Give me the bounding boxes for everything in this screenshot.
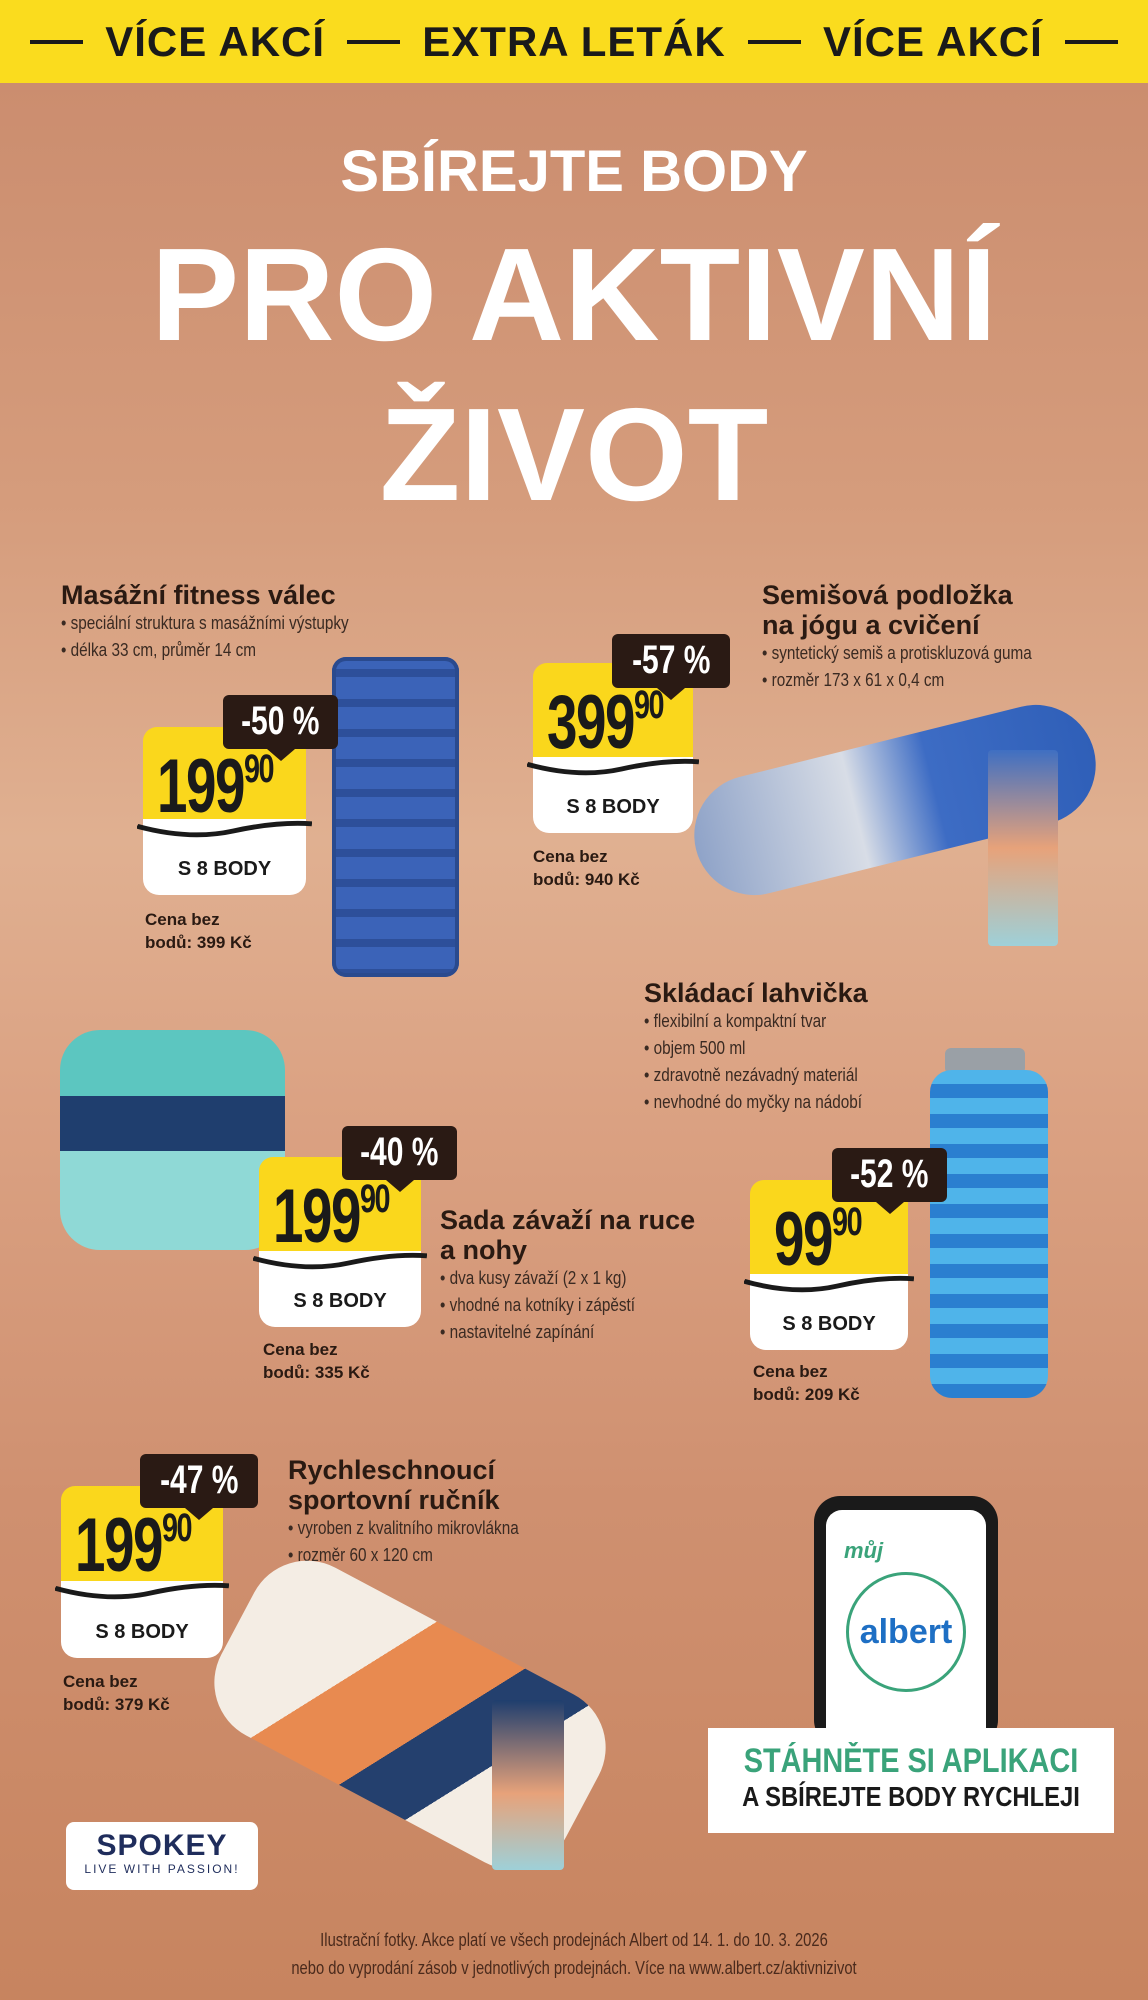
banner-right: VÍCE AKCÍ: [822, 17, 1043, 65]
bottle-cap-image: [945, 1048, 1025, 1074]
app-logo-small: můj: [844, 1538, 884, 1563]
divider: [1064, 39, 1119, 44]
bullet: • délka 33 cm, průměr 14 cm: [61, 640, 256, 660]
product-title: na jógu a cvičení: [762, 610, 980, 640]
price-without-points: Cena bez bodů: 379 Kč: [63, 1672, 170, 1714]
hero-title-1: PRO AKTIVNÍ: [151, 221, 997, 368]
divider: [30, 39, 84, 44]
bullet: • flexibilní a kompaktní tvar: [644, 1011, 827, 1031]
product-title: Sada závaží na ruce: [440, 1205, 696, 1235]
bullet: • vyroben z kvalitního mikrovlákna: [288, 1518, 519, 1538]
banner-left: VÍCE AKCÍ: [105, 17, 326, 65]
phone-image: můj albert: [814, 1496, 998, 1746]
price-without-points: Cena bez bodů: 940 Kč: [533, 847, 640, 889]
product-tag-image: [988, 750, 1058, 946]
product-title: sportovní ručník: [288, 1485, 500, 1515]
product-title: Rychleschnoucí: [288, 1455, 496, 1485]
foam-roller-image: [332, 657, 459, 977]
product-weights: Sada závaží na ruce a nohy • dva kusy zá…: [440, 1205, 695, 1346]
phone-screen: můj albert: [826, 1510, 986, 1746]
brand-logo-text: SPOKEY: [96, 1829, 228, 1862]
bullet: • dva kusy závaží (2 x 1 kg): [440, 1268, 627, 1288]
product-foam-roller: Masážní fitness válec • speciální strukt…: [61, 580, 399, 664]
product-title: Semišová podložka: [762, 580, 1013, 610]
hero-title-2: ŽIVOT: [379, 381, 769, 528]
weights-image: [60, 1030, 285, 1250]
bullet: • zdravotně nezávadný materiál: [644, 1065, 858, 1085]
bullet: • speciální struktura s masážními výstup…: [61, 613, 349, 633]
product-towel: Rychleschnoucí sportovní ručník • vyrobe…: [288, 1455, 559, 1569]
product-bottle: Skládací lahvička • flexibilní a kompakt…: [644, 978, 900, 1116]
banner-center: EXTRA LETÁK: [422, 17, 726, 65]
footer-disclaimer: Ilustrační fotky. Akce platí ve všech pr…: [0, 1926, 1148, 1982]
bullet: • syntetický semiš a protiskluzová guma: [762, 643, 1032, 663]
price-without-points: Cena bez bodů: 335 Kč: [263, 1340, 370, 1382]
bullet: • rozměr 60 x 120 cm: [288, 1545, 433, 1565]
cta-line-2: A SBÍREJTE BODY RYCHLEJI: [742, 1781, 1080, 1812]
divider: [747, 39, 801, 44]
bullet: • nastavitelné zapínání: [440, 1322, 595, 1342]
product-yoga-mat: Semišová podložka na jógu a cvičení • sy…: [762, 580, 1079, 694]
app-download-cta[interactable]: STÁHNĚTE SI APLIKACI A SBÍREJTE BODY RYC…: [708, 1728, 1114, 1833]
bottle-image: [930, 1070, 1048, 1398]
price: 39990: [547, 680, 665, 765]
product-title: Skládací lahvička: [644, 978, 868, 1008]
discount-badge: -52 %: [832, 1148, 947, 1214]
price: 9990: [774, 1197, 863, 1282]
product-title: Masážní fitness válec: [61, 580, 336, 610]
product-tag-image: [492, 1700, 564, 1870]
bullet-text: délka 33 cm, průměr 14 cm: [70, 640, 256, 660]
bullet: • rozměr 173 x 61 x 0,4 cm: [762, 670, 945, 690]
price-without-points: Cena bez bodů: 209 Kč: [753, 1362, 860, 1404]
footer-line-2: nebo do vyprodání zásob v jednotlivých p…: [291, 1958, 857, 1978]
brand-tagline: LIVE WITH PASSION!: [84, 1862, 240, 1876]
footer-line-1: Ilustrační fotky. Akce platí ve všech pr…: [320, 1930, 828, 1950]
price: 19990: [157, 749, 275, 825]
bullet-text: speciální struktura s masážními výstupky: [70, 613, 349, 633]
product-title: a nohy: [440, 1235, 528, 1265]
price: 19990: [75, 1503, 193, 1588]
discount-badge: -47 %: [140, 1454, 258, 1520]
top-banner: VÍCE AKCÍ EXTRA LETÁK VÍCE AKCÍ: [0, 0, 1148, 83]
bullet: • vhodné na kotníky i zápěstí: [440, 1295, 636, 1315]
price-badge: S 8 BODY 39990: [527, 663, 699, 833]
price-main: 199: [157, 744, 245, 829]
albert-logo: albert: [846, 1572, 966, 1692]
spokey-logo: SPOKEY LIVE WITH PASSION!: [66, 1822, 258, 1890]
price: 19990: [273, 1174, 391, 1259]
price-badge: S 8 BODY 9990: [744, 1180, 914, 1350]
discount-badge: -40 %: [342, 1126, 457, 1192]
bullet: • nevhodné do myčky na nádobí: [644, 1092, 863, 1112]
bullet: • objem 500 ml: [644, 1038, 746, 1058]
cta-line-1: STÁHNĚTE SI APLIKACI: [743, 1742, 1079, 1780]
discount-badge: -57 %: [612, 634, 730, 700]
divider: [347, 39, 401, 44]
hero-subtitle: SBÍREJTE BODY: [340, 139, 808, 204]
price-without-points: Cena bez bodů: 399 Kč: [145, 910, 252, 952]
discount-badge: -50 %: [223, 695, 338, 761]
